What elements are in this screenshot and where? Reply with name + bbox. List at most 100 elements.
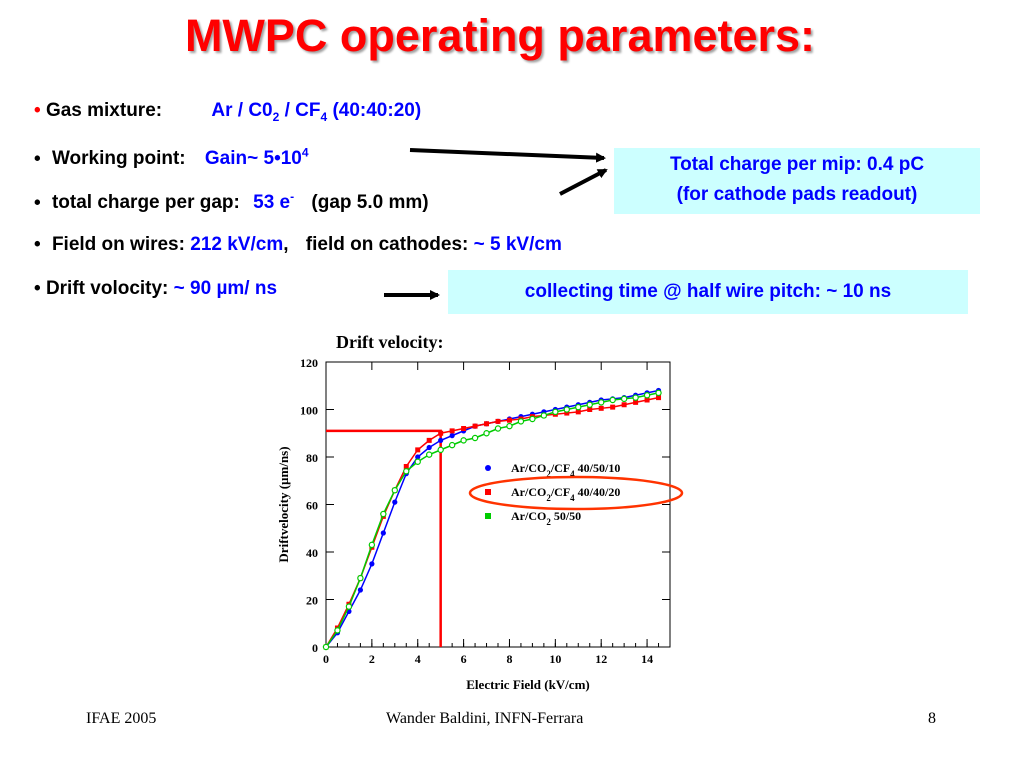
x-tick-label: 6 [461,652,467,666]
data-point [334,627,341,634]
arrow-working-point [409,148,606,163]
data-point [643,392,651,399]
data-point [357,574,364,582]
bullet-working-point: • Working point: Gain~ 5•104 [34,146,309,170]
y-tick-label: 100 [300,404,318,418]
gap-value: (gap 5.0 mm) [311,192,429,214]
data-point [403,468,410,475]
data-point [621,402,627,408]
bullet-marker: • [34,100,41,121]
series-line [325,389,659,648]
series-line [325,396,659,648]
footer-right: 8 [928,710,936,727]
data-point [369,561,375,567]
bullet-gas-mixture: • Gas mixture: Ar / C02 / CF4 (40:40:20) [34,100,421,124]
legend-marker [485,465,491,471]
data-point [644,397,650,403]
data-point [620,395,628,403]
data-point [426,437,432,443]
data-point [483,430,490,437]
bullet-drift: • Drift volocity: ~ 90 µm/ ns [34,278,277,300]
y-tick-label: 80 [306,451,318,465]
data-point [517,418,525,425]
legend-marker [485,513,491,519]
x-tick-label: 10 [549,652,561,666]
data-point [587,407,593,412]
legend-label: Ar/CO2 50/50 [511,509,581,527]
figure-title: Drift velocity: [336,332,444,352]
working-point-value: Gain~ 5•104 [204,146,309,170]
drift-value: ~ 90 µm/ ns [173,278,278,299]
total-charge-box-line2: (for cathode pads readout) [676,184,918,205]
data-point [414,458,421,465]
x-tick-label: 8 [506,652,512,666]
collecting-time-text: collecting time @ half wire pitch: ~ 10 … [524,281,892,302]
x-tick-label: 0 [323,652,329,666]
total-charge-value: 53 e- [253,190,295,214]
data-point [633,399,639,405]
bullet-marker: • [34,148,41,170]
data-point [345,603,353,610]
data-point [438,437,444,443]
data-point [368,541,376,549]
data-point [460,437,467,444]
bullet-field: • Field on wires: 212 kV/cm, field on ca… [34,234,562,256]
data-point [415,454,421,460]
field-cathodes-label: field on cathodes: [305,234,469,255]
y-axis-label: Driftvelocity (µm/ns) [276,446,291,562]
field-wires-value: 212 kV/cm [190,234,284,255]
data-point [655,389,662,397]
bullet-total-charge: • total charge per gap: 53 e- (gap 5.0 m… [34,190,429,214]
total-charge-box-line1: Total charge per mip: 0.4 pC [669,154,925,175]
data-point [540,412,548,419]
data-point [322,643,330,651]
legend-label: Ar/CO2/CF4 40/40/20 [511,485,620,503]
x-tick-label: 4 [415,652,421,666]
data-point [403,464,409,469]
total-charge-box: Total charge per mip: 0.4 pC (for cathod… [614,148,980,214]
data-point [598,405,604,411]
data-point [471,434,479,442]
data-point [484,421,490,427]
data-point [438,430,444,436]
x-tick-label: 14 [641,652,653,666]
field-wires-label: Field on wires: [51,234,185,255]
y-tick-label: 40 [306,546,318,560]
data-point [415,447,421,453]
data-point [494,425,502,432]
data-point [586,401,593,408]
data-point [357,587,363,593]
bullet-marker: • [34,278,41,299]
data-point [437,446,444,454]
gas-mixture-label: Gas mixture: [45,100,163,121]
data-point [598,399,605,406]
field-comma: , [283,234,289,255]
data-point [529,415,536,423]
data-point [449,428,455,434]
data-point [552,408,559,416]
bullet-marker: • [34,234,41,255]
data-point [380,510,387,518]
data-point [391,487,399,494]
data-point [392,499,398,505]
y-tick-label: 20 [306,594,318,608]
data-point [472,423,478,429]
data-point [610,404,616,410]
data-point [564,410,570,416]
data-point [425,451,433,458]
data-point [656,395,662,401]
data-point [461,426,467,431]
y-tick-label: 60 [306,499,318,513]
total-charge-label: total charge per gap: [51,192,240,214]
legend-label: Ar/CO2/CF4 40/50/10 [511,461,620,479]
data-point [506,422,513,430]
data-point [506,417,512,423]
page-title: MWPC operating parameters: [184,10,816,61]
drift-label: Drift volocity: [45,278,169,299]
data-point [632,394,639,401]
collecting-time-box: collecting time @ half wire pitch: ~ 10 … [448,270,968,314]
footer-left: IFAE 2005 [86,710,157,727]
drift-velocity-chart: 0 20 40 60 80 100 120 0 2 4 6 8 10 12 14 Electric Field… [276,356,684,692]
data-point [495,418,501,424]
data-point [575,409,581,415]
